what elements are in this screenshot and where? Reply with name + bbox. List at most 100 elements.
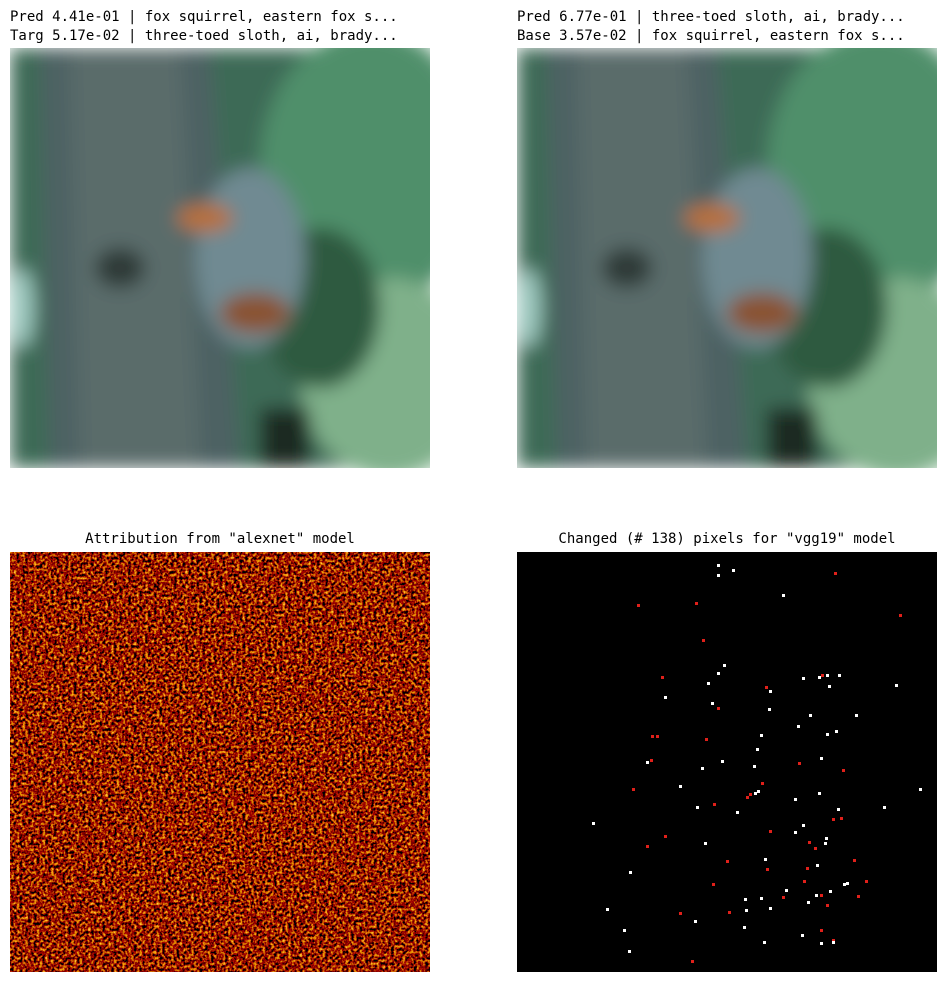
changed-pixel <box>820 757 823 760</box>
changed-pixel <box>899 614 902 617</box>
changed-pixel <box>769 690 772 693</box>
changed-pixel <box>837 808 840 811</box>
changed-pixel <box>857 895 860 898</box>
panel-title: Pred 4.41e-01 | fox squirrel, eastern fo… <box>10 9 398 25</box>
adversarial-image <box>517 48 937 468</box>
changed-pixel <box>769 907 772 910</box>
changed-pixel <box>656 735 659 738</box>
changed-pixel <box>736 811 739 814</box>
changed-pixel <box>732 569 735 572</box>
changed-pixel <box>843 883 846 886</box>
panel-title: Base 3.57e-02 | fox squirrel, eastern fo… <box>517 28 905 44</box>
changed-pixel <box>820 894 823 897</box>
changed-pixel <box>745 909 748 912</box>
changed-pixel <box>835 730 838 733</box>
changed-pixel <box>919 788 922 791</box>
changed-pixel <box>797 725 800 728</box>
panel-title: Attribution from "alexnet" model <box>85 531 355 547</box>
changed-pixel <box>702 639 705 642</box>
changed-pixel <box>749 793 752 796</box>
changed-pixel <box>628 950 631 953</box>
changed-pixel <box>768 708 771 711</box>
changed-pixels-map <box>517 552 937 972</box>
changed-pixel <box>840 817 843 820</box>
changed-pixel <box>723 664 726 667</box>
changed-pixel <box>704 842 707 845</box>
changed-pixel <box>763 941 766 944</box>
changed-pixel <box>765 686 768 689</box>
changed-pixel <box>766 868 769 871</box>
changed-pixel <box>824 842 827 845</box>
changed-pixel <box>838 674 841 677</box>
changed-pixel <box>829 890 832 893</box>
changed-pixel <box>717 564 720 567</box>
changed-pixel <box>728 911 731 914</box>
changed-pixel <box>696 806 699 809</box>
changed-pixel <box>717 672 720 675</box>
changed-pixel <box>754 792 757 795</box>
changed-pixel <box>818 792 821 795</box>
changed-pixel <box>623 929 626 932</box>
input-image <box>10 48 430 468</box>
changed-pixel <box>712 883 715 886</box>
changed-pixel <box>803 880 806 883</box>
changed-pixel <box>815 894 818 897</box>
changed-pixel <box>707 682 710 685</box>
changed-pixel <box>664 696 667 699</box>
changed-pixel <box>769 830 772 833</box>
panel-title: Changed (# 138) pixels for "vgg19" model <box>558 531 895 547</box>
changed-pixel <box>717 574 720 577</box>
changed-pixel <box>832 941 835 944</box>
changed-pixel <box>895 684 898 687</box>
changed-pixel <box>606 908 609 911</box>
changed-pixel <box>756 748 759 751</box>
changed-pixel <box>855 714 858 717</box>
attribution-heatmap <box>10 552 430 972</box>
changed-pixel <box>694 920 697 923</box>
changed-pixel <box>757 790 760 793</box>
changed-pixel <box>821 674 824 677</box>
changed-pixel <box>846 882 849 885</box>
changed-pixel <box>661 676 664 679</box>
changed-pixel <box>801 934 804 937</box>
changed-pixel <box>664 835 667 838</box>
changed-pixel <box>785 889 788 892</box>
changed-pixel <box>807 901 810 904</box>
changed-pixel <box>782 896 785 899</box>
changed-pixel <box>798 762 801 765</box>
changed-pixel <box>826 674 829 677</box>
changed-pixel <box>820 942 823 945</box>
changed-pixel <box>679 912 682 915</box>
changed-pixel <box>802 677 805 680</box>
changed-pixel <box>761 782 764 785</box>
changed-pixel <box>826 904 829 907</box>
changed-pixel <box>826 733 829 736</box>
changed-pixel <box>646 845 649 848</box>
changed-pixel <box>746 796 749 799</box>
changed-pixel <box>782 594 785 597</box>
changed-pixel <box>753 765 756 768</box>
changed-pixel <box>713 803 716 806</box>
changed-pixel <box>651 735 654 738</box>
changed-pixel <box>701 767 704 770</box>
changed-pixel <box>717 707 720 710</box>
changed-pixel <box>842 769 845 772</box>
changed-pixel <box>711 702 714 705</box>
changed-pixel <box>629 871 632 874</box>
changed-pixel <box>592 822 595 825</box>
changed-pixel <box>650 759 653 762</box>
changed-pixel <box>744 898 747 901</box>
changed-pixel <box>818 676 821 679</box>
changed-pixel <box>816 864 819 867</box>
panel-title: Pred 6.77e-01 | three-toed sloth, ai, br… <box>517 9 905 25</box>
changed-pixel <box>809 714 812 717</box>
panel-title: Targ 5.17e-02 | three-toed sloth, ai, br… <box>10 28 398 44</box>
changed-pixel <box>695 602 698 605</box>
changed-pixel <box>794 798 797 801</box>
changed-pixel <box>743 926 746 929</box>
changed-pixel <box>691 960 694 963</box>
changed-pixel <box>637 604 640 607</box>
changed-pixel <box>828 685 831 688</box>
changed-pixel <box>646 761 649 764</box>
